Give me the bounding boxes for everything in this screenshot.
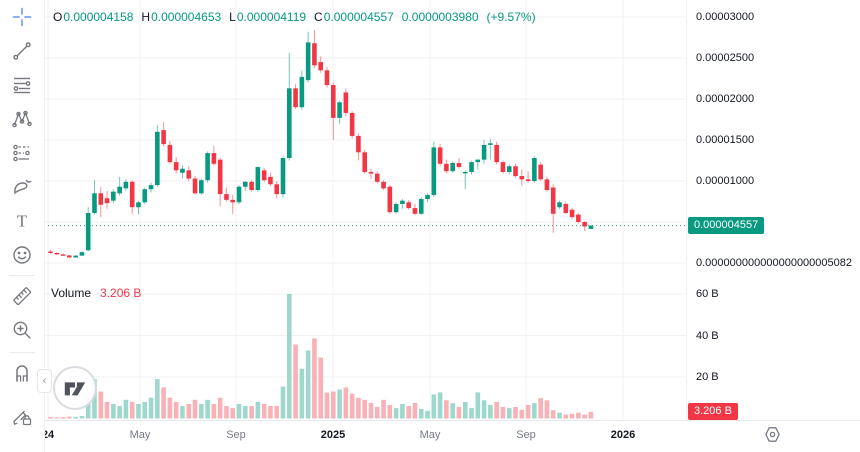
- ohlc-legend: O 0.000004158 H 0.000004653 L 0.00000411…: [53, 10, 536, 25]
- svg-text:T: T: [17, 212, 28, 231]
- volume-axis-label: 60 B: [696, 288, 719, 300]
- time-axis-label: 2025: [320, 429, 346, 441]
- price-volume-chart[interactable]: [44, 0, 686, 452]
- open-value: 0.000004158: [63, 10, 134, 24]
- low-value: 0.000004119: [236, 10, 307, 24]
- high-label: H: [141, 10, 151, 24]
- toolbar-collapse-handle[interactable]: ‹: [37, 369, 52, 393]
- zoom-in-tool-button[interactable]: [0, 313, 44, 347]
- pencil-lock-icon: [11, 405, 33, 427]
- price-axis-label: 0.00001500: [696, 134, 755, 146]
- high-value: 0.000004653: [151, 10, 222, 24]
- time-axis-label: May: [419, 429, 441, 441]
- tradingview-logo: [53, 366, 97, 410]
- magnet-tool-button[interactable]: [0, 356, 44, 390]
- ruler-icon: [11, 285, 33, 307]
- emoji-tool-button[interactable]: [0, 238, 44, 272]
- change-absolute: 0.0000003980: [401, 10, 479, 24]
- magnet-icon: [11, 362, 33, 384]
- ruler-tool-button[interactable]: [0, 279, 44, 313]
- text-tool-button[interactable]: T: [0, 204, 44, 238]
- last-volume-badge: 3.206 B: [688, 403, 738, 421]
- drawing-lock-tool-button[interactable]: [0, 399, 44, 433]
- brush-icon: [11, 176, 33, 198]
- brush-tool-button[interactable]: [0, 170, 44, 204]
- time-axis[interactable]: 24 May Sep 2025 May Sep 2026: [0, 420, 860, 452]
- time-axis-label: 2026: [610, 429, 636, 441]
- open-label: O: [53, 10, 63, 24]
- low-label: L: [229, 10, 236, 24]
- gridlines: [44, 0, 686, 420]
- xabcd-pattern-tool-button[interactable]: [0, 102, 44, 136]
- volume-value: 3.206 B: [100, 286, 142, 300]
- price-axis-label: 0.00002000: [696, 93, 755, 105]
- price-axis-label: 0.000000000000000000005082: [696, 257, 852, 269]
- time-axis-label: Sep: [516, 429, 536, 441]
- candlestick-series: [48, 42, 594, 258]
- trend-line-icon: [11, 40, 33, 62]
- fib-lines-tool-button[interactable]: [0, 68, 44, 102]
- volume-axis-label: 40 B: [696, 329, 719, 342]
- chevron-left-icon: ‹: [42, 374, 47, 387]
- close-label: C: [314, 10, 323, 24]
- crosshair-icon: [11, 6, 33, 28]
- close-value: 0.000004557: [323, 10, 394, 24]
- price-axis-label: 0.00002500: [696, 52, 755, 64]
- price-axis-label: 0.00003000: [696, 11, 755, 23]
- smiley-icon: [11, 244, 33, 266]
- toolbar-divider: [9, 275, 35, 276]
- time-axis-label: May: [129, 429, 151, 441]
- trend-line-tool-button[interactable]: [0, 34, 44, 68]
- gear-icon: [763, 427, 782, 448]
- xabcd-pattern-icon: [11, 108, 33, 130]
- axis-settings-button[interactable]: [763, 425, 782, 444]
- price-axis[interactable]: 0.00003000 0.00002500 0.00002000 0.00001500…: [686, 0, 860, 452]
- fib-lines-icon: [11, 74, 33, 96]
- drawing-toolbar: T: [0, 0, 45, 452]
- text-tool-icon: T: [11, 210, 33, 232]
- projection-icon: [11, 142, 33, 164]
- toolbar-divider: [9, 352, 35, 353]
- volume-legend: Volume 3.206 B: [51, 286, 141, 301]
- price-axis-label: 0.00001000: [696, 175, 755, 187]
- projection-tool-button[interactable]: [0, 136, 44, 170]
- time-axis-label: Sep: [226, 429, 246, 441]
- crosshair-tool-button[interactable]: [0, 0, 44, 34]
- volume-axis-label: 20 B: [696, 371, 719, 383]
- volume-label: Volume: [51, 286, 92, 300]
- change-percent: (+9.57%): [486, 10, 536, 24]
- volume-series: [48, 294, 594, 419]
- zoom-in-icon: [11, 319, 33, 341]
- last-price-badge: 0.000004557: [688, 217, 765, 235]
